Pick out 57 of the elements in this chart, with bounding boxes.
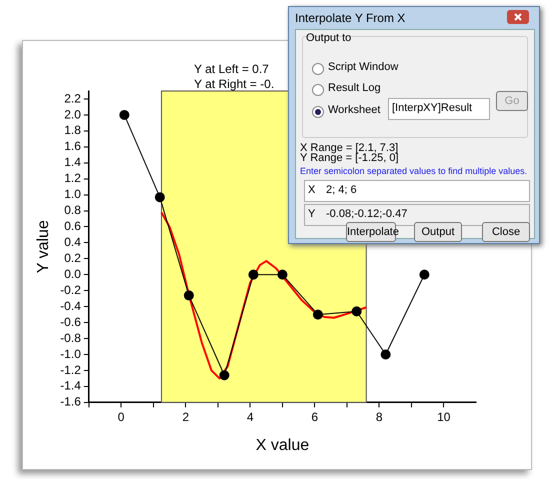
annotation: Interpolate (346, 222, 399, 242)
y-tick-label: 0.4 (64, 235, 82, 250)
point (184, 290, 194, 300)
text: Interpolate Y From X (295, 11, 406, 25)
x-tick-label: 6 (311, 410, 318, 424)
text: Close (492, 226, 520, 238)
annotation: Result Log (328, 82, 381, 94)
y-tick-label: 1.6 (64, 139, 82, 154)
point (154, 192, 165, 202)
annotation: Enter semicolon separated values to find multiple values. (300, 166, 528, 176)
y-tick-label: 0.0 (64, 266, 82, 281)
annotation: -0.08;-0.12;-0.47 (326, 208, 408, 220)
y-tick-label: -1.4 (60, 378, 82, 393)
annotation: Worksheet (328, 104, 380, 116)
y-tick-label: -0.4 (60, 298, 82, 313)
y-tick-label: -1.6 (60, 394, 82, 409)
y-tick-label: -1.2 (60, 362, 82, 377)
x-tick-label: 4 (246, 410, 254, 424)
point (219, 370, 230, 380)
y-tick-label: 1.4 (64, 155, 82, 170)
annotation: Y Range = [-1.25, 0] (300, 152, 399, 164)
annotation: X Range = [2.1, 7.3] (300, 142, 398, 154)
point (380, 349, 391, 360)
text: Y at Right = -0. (194, 77, 274, 91)
text: Go (504, 95, 520, 107)
y-tick-label: 2.2 (64, 91, 82, 106)
annotation: X (308, 184, 316, 196)
y-tick-label: -1.0 (60, 346, 82, 361)
x-tick-label: 10 (437, 410, 451, 424)
text: Y at Left = 0.7 (194, 62, 269, 76)
annotation: Y (308, 208, 316, 220)
y-tick-label: -0.2 (60, 282, 82, 297)
annotation: [InterpXY]Result (392, 102, 472, 114)
point (277, 270, 288, 280)
point (248, 270, 258, 280)
point (352, 306, 362, 316)
y-tick-label: 1.2 (64, 171, 82, 186)
point (419, 270, 430, 280)
x-axis-title: X value (256, 436, 310, 454)
x-tick-label: 0 (118, 410, 125, 424)
y-tick-label: 0.8 (64, 203, 82, 218)
point (312, 310, 323, 320)
point (119, 110, 130, 120)
y-tick-label: 1.0 (64, 187, 82, 202)
y-tick-label: -0.8 (60, 330, 82, 345)
y-tick-label: 0.6 (64, 219, 82, 234)
annotation: 2; 4; 6 (326, 184, 357, 196)
annotation: Output (414, 222, 462, 242)
y-tick-label: 0.2 (64, 250, 82, 265)
y-tick-label: -0.6 (60, 314, 82, 329)
text: Output to (306, 32, 352, 44)
y-tick-label: 1.8 (64, 123, 82, 138)
text: Script Window (328, 61, 398, 73)
x-tick-label: 8 (376, 410, 383, 424)
y-axis-title: Y value (35, 220, 52, 274)
y-tick-label: 2.0 (64, 107, 82, 122)
x-tick-label: 2 (182, 410, 190, 424)
